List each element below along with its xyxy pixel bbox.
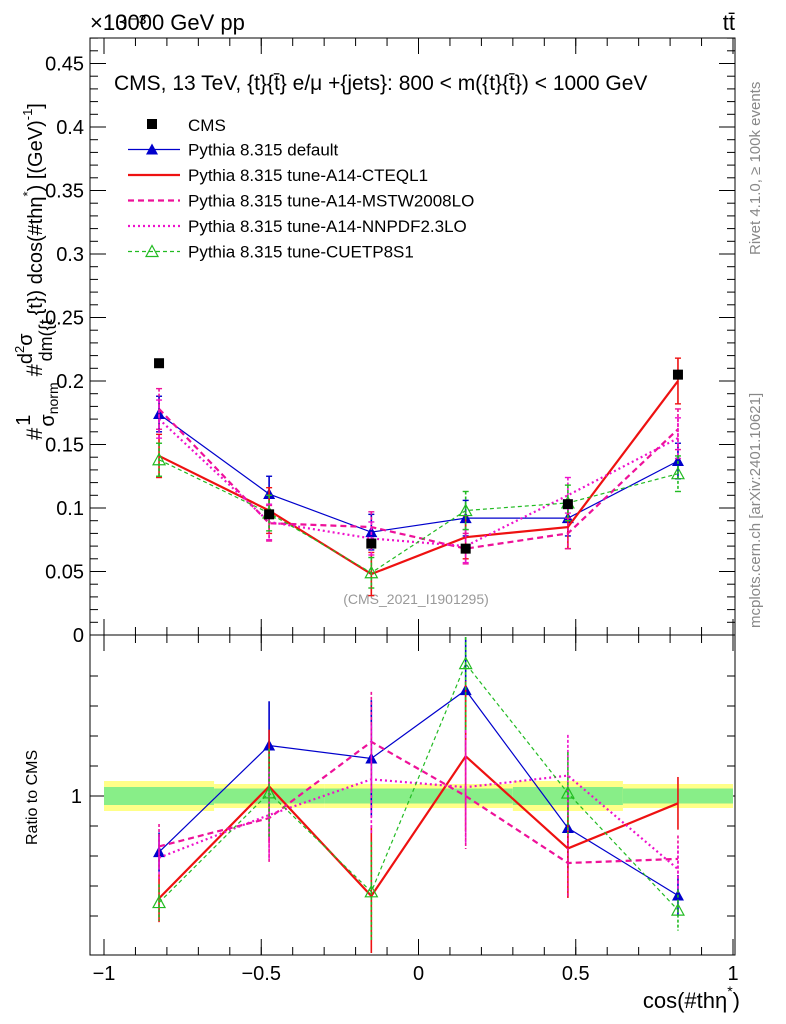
data-point (154, 358, 165, 369)
ratio-series-line (158, 754, 679, 900)
ratio-series-line (158, 662, 679, 911)
legend-marker (146, 143, 158, 155)
x-axis-title: cos(#thη*) (643, 983, 740, 1013)
chart-title: CMS, 13 TeV, {t}{t̄} e/μ +{jets}: 800 < … (114, 72, 647, 95)
x-tick-label: −0.5 (242, 963, 281, 985)
ratio-marker (262, 785, 277, 799)
axis-ticks: 0 0.05 0.1 0.15 0.2 0.25 0.3 0.35 0.4 0.45 −1 −0.5 0… (45, 37, 739, 985)
y-tick-label: 0.05 (45, 562, 84, 584)
data-point (366, 538, 377, 549)
process-label: tt̄ (723, 10, 735, 35)
series-marker (458, 503, 473, 517)
y-title-star: * (20, 191, 35, 196)
series-marker (364, 565, 379, 579)
y-tick-label: 0.2 (56, 371, 84, 393)
data-point (264, 509, 275, 520)
x-tick-label: −1 (93, 963, 116, 985)
legend-label: Pythia 8.315 default (188, 141, 339, 160)
ratio-series-layer (152, 637, 685, 953)
y-title-sigma: σ (37, 414, 59, 427)
y-title-rest: {t}) dcos(#thη (25, 196, 47, 315)
data-points-layer (154, 358, 683, 554)
y-title-one: 1 (13, 415, 35, 426)
legend-label: Pythia 8.315 tune-CUETP8S1 (188, 243, 414, 262)
ratio-tick-label: 1 (71, 786, 82, 808)
legend-label: Pythia 8.315 tune-A14-CTEQL1 (188, 166, 428, 185)
series-line (158, 408, 679, 550)
series-line (158, 413, 679, 533)
y-title-sigma-2: σ (15, 333, 37, 346)
y-tick-label: 0.3 (56, 244, 84, 266)
y-title-dm: dm({t (36, 319, 56, 361)
y-title-norm: norm (45, 382, 61, 414)
legend-marker (144, 244, 160, 258)
y-title-two: 2 (12, 346, 27, 353)
x-title-close: ) (733, 988, 740, 1013)
y-title-minus-one: -1 (20, 109, 35, 121)
y-tick-label: 0.35 (45, 181, 84, 203)
series-marker (365, 526, 378, 538)
ratio-marker (560, 785, 575, 799)
ratio-series-line (158, 740, 679, 865)
y-tick-label: 0.1 (56, 498, 84, 520)
y-tick-label: 0.25 (45, 308, 84, 330)
exponent-label: ×10⁻³ (90, 10, 146, 35)
y-title-units: ) [(GeV) (25, 120, 47, 191)
y-title-d: d (15, 353, 37, 364)
data-point (562, 499, 573, 510)
y-tick-label: 0.4 (56, 117, 84, 139)
side-label-mcplots: mcplots.cern.ch [arXiv:2401.10621] (747, 393, 764, 628)
ratio-y-axis-title: Ratio to CMS (24, 750, 41, 845)
ratio-marker (670, 902, 685, 916)
legend-data-label: CMS (188, 116, 226, 135)
y-tick-label: 0.45 (45, 54, 84, 76)
y-axis-title: #1 σnorm#d2σdm({t{t}) dcos(#thη*) [(GeV)-… (12, 103, 61, 440)
ratio-uncertainty-band (104, 781, 733, 811)
y-title-units-end: ] (25, 103, 47, 109)
legend: CMS Pythia 8.315 default Pythia 8.315 tune… (128, 116, 474, 262)
y-title-hash-2: # (22, 363, 47, 376)
legend-data-marker (147, 119, 157, 129)
x-tick-label: 0 (413, 963, 424, 985)
legend-label: Pythia 8.315 tune-A14-MSTW2008LO (188, 192, 474, 211)
ratio-marker (364, 884, 379, 898)
analysis-watermark: (CMS_2021_I1901295) (343, 591, 489, 607)
y-tick-label: 0 (73, 625, 84, 647)
x-tick-label: 1 (727, 963, 738, 985)
x-title-main: cos(#thη (643, 988, 727, 1013)
y-title-hash-1: # (22, 427, 47, 440)
side-label-rivet: Rivet 4.1.0, ≥ 100k events (747, 82, 764, 255)
energy-label: 13000 GeV pp (103, 10, 245, 35)
data-point (460, 543, 471, 554)
x-tick-label: 0.5 (562, 963, 590, 985)
x-title-star: * (727, 983, 733, 999)
legend-label: Pythia 8.315 tune-A14-NNPDF2.3LO (188, 217, 467, 236)
data-point (672, 369, 683, 380)
series-marker (671, 455, 684, 467)
series-line (158, 459, 679, 574)
ratio-marker (458, 656, 473, 670)
series-marker (153, 408, 166, 420)
ratio-stat-band-bin (104, 787, 215, 805)
series-marker (670, 466, 685, 480)
series-line (158, 380, 679, 576)
ratio-marker (152, 895, 167, 909)
ratio-series-line (158, 689, 679, 897)
y-tick-label: 0.15 (45, 435, 84, 457)
main-series-layer (152, 357, 685, 597)
series-marker (152, 452, 167, 466)
ratio-plot-frame (89, 634, 736, 956)
